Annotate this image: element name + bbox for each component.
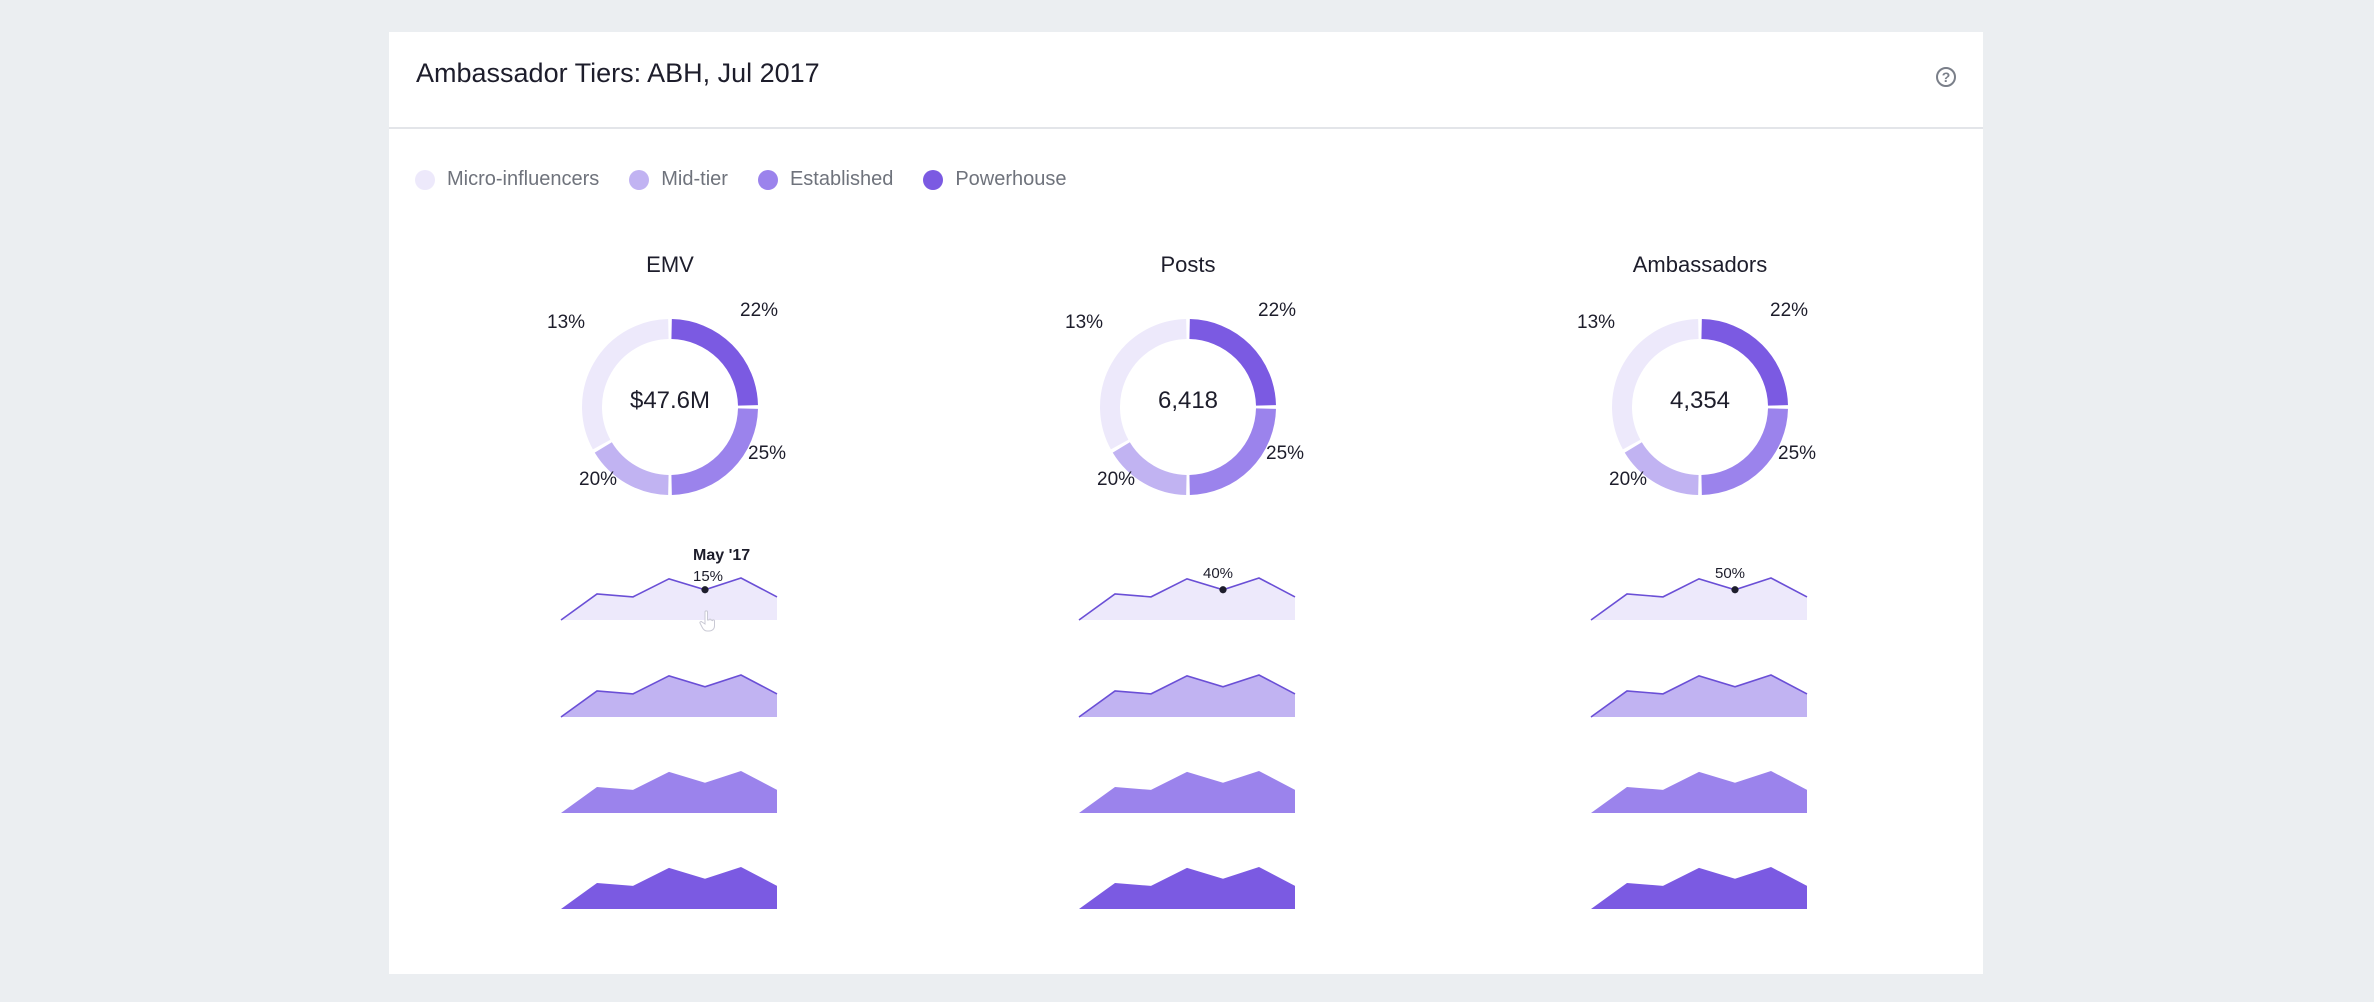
tier-legend: Micro-influencers Mid-tier Established P… bbox=[415, 168, 1067, 191]
donut-total-posts: 6,418 bbox=[1157, 387, 1219, 414]
donut-slice-powerhouse[interactable] bbox=[1189, 319, 1276, 406]
donut-label-micro-influencers: 13% bbox=[547, 312, 586, 333]
sparkline-posts-micro-influencers[interactable] bbox=[1077, 574, 1297, 624]
sparkline-line bbox=[1590, 577, 1808, 621]
card-title: Ambassador Tiers: ABH, Jul 2017 bbox=[416, 58, 820, 88]
legend-label: Mid-tier bbox=[661, 168, 728, 190]
donut-slice-established[interactable] bbox=[671, 408, 758, 495]
legend-label: Powerhouse bbox=[955, 168, 1067, 190]
legend-swatch bbox=[923, 169, 944, 190]
legend-label: Micro-influencers bbox=[447, 168, 600, 190]
sparkline-area bbox=[1079, 675, 1295, 717]
donut-chart-posts bbox=[1100, 319, 1276, 495]
sparkline-area bbox=[1591, 675, 1807, 717]
donut-label-established: 25% bbox=[1778, 443, 1817, 464]
donut-total-emv: $47.6M bbox=[629, 387, 711, 414]
tooltip-month: May '17 bbox=[693, 547, 751, 564]
donut-label-powerhouse: 22% bbox=[740, 300, 779, 321]
sparkline-line bbox=[560, 577, 778, 621]
donut-label-mid-tier: 20% bbox=[579, 469, 618, 490]
donut-label-mid-tier: 20% bbox=[1097, 469, 1136, 490]
donut-label-micro-influencers: 13% bbox=[1577, 312, 1616, 333]
sparkline-ambassadors-powerhouse[interactable] bbox=[1589, 863, 1809, 913]
donut-slice-micro-influencers[interactable] bbox=[1612, 319, 1699, 450]
donut-slice-established[interactable] bbox=[1189, 408, 1276, 495]
sparkline-area bbox=[1591, 867, 1807, 909]
sparkline-line bbox=[1078, 674, 1296, 718]
sparkline-ambassadors-mid-tier[interactable] bbox=[1589, 671, 1809, 721]
donut-slice-micro-influencers[interactable] bbox=[582, 319, 669, 450]
donut-label-established: 25% bbox=[748, 443, 787, 464]
sparkline-emv-powerhouse[interactable] bbox=[559, 863, 779, 913]
donut-chart-emv bbox=[582, 319, 758, 495]
donut-label-micro-influencers: 13% bbox=[1065, 312, 1104, 333]
sparkline-highlight-point[interactable] bbox=[701, 586, 709, 594]
ambassador-tiers-card: Ambassador Tiers: ABH, Jul 2017 ? Micro-… bbox=[389, 32, 1983, 974]
sparkline-line bbox=[1078, 577, 1296, 621]
legend-item-mid-tier[interactable]: Mid-tier bbox=[629, 168, 728, 191]
pointer-hand-icon bbox=[699, 610, 715, 632]
sparkline-ambassadors-established[interactable] bbox=[1589, 767, 1809, 817]
tooltip-value: 50% bbox=[1715, 565, 1746, 582]
donut-slice-powerhouse[interactable] bbox=[671, 319, 758, 406]
panel-title-posts: Posts bbox=[1160, 252, 1216, 277]
donut-slice-mid-tier[interactable] bbox=[1112, 441, 1187, 495]
sparkline-posts-established[interactable] bbox=[1077, 767, 1297, 817]
panel-title-ambassadors: Ambassadors bbox=[1632, 252, 1768, 277]
legend-item-micro-influencers[interactable]: Micro-influencers bbox=[415, 168, 599, 191]
sparkline-posts-mid-tier[interactable] bbox=[1077, 671, 1297, 721]
panel-title-emv: EMV bbox=[646, 252, 694, 277]
donut-label-powerhouse: 22% bbox=[1258, 300, 1297, 321]
tooltip-value: 40% bbox=[1203, 565, 1234, 582]
sparkline-area bbox=[561, 675, 777, 717]
legend-swatch bbox=[757, 169, 778, 190]
sparkline-area bbox=[1591, 578, 1807, 620]
sparkline-highlight-point[interactable] bbox=[1731, 586, 1739, 594]
donut-total-ambassadors: 4,354 bbox=[1669, 387, 1731, 414]
donut-chart-ambassadors bbox=[1612, 319, 1788, 495]
sparkline-highlight-point[interactable] bbox=[1219, 586, 1227, 594]
donut-label-established: 25% bbox=[1266, 443, 1305, 464]
legend-swatch bbox=[415, 169, 435, 190]
donut-slice-mid-tier[interactable] bbox=[1624, 441, 1699, 495]
sparkline-area bbox=[1079, 578, 1295, 620]
donut-label-mid-tier: 20% bbox=[1609, 469, 1648, 490]
tooltip-value: 15% bbox=[693, 568, 724, 585]
question-circle-icon[interactable]: ? bbox=[1936, 67, 1956, 87]
sparkline-area bbox=[561, 867, 777, 909]
legend-item-established[interactable]: Established bbox=[757, 168, 894, 191]
sparkline-area bbox=[1079, 771, 1295, 813]
donut-slice-powerhouse[interactable] bbox=[1701, 319, 1788, 406]
donut-slice-established[interactable] bbox=[1701, 408, 1788, 495]
sparkline-emv-mid-tier[interactable] bbox=[559, 671, 779, 721]
donut-slice-micro-influencers[interactable] bbox=[1100, 319, 1187, 450]
legend-item-powerhouse[interactable]: Powerhouse bbox=[923, 168, 1067, 191]
sparkline-line bbox=[1590, 674, 1808, 718]
sparkline-line bbox=[560, 674, 778, 718]
sparkline-area bbox=[1591, 771, 1807, 813]
sparkline-ambassadors-micro-influencers[interactable] bbox=[1589, 574, 1809, 624]
sparkline-posts-powerhouse[interactable] bbox=[1077, 863, 1297, 913]
sparkline-area bbox=[1079, 867, 1295, 909]
sparkline-emv-micro-influencers[interactable] bbox=[559, 574, 779, 624]
donut-slice-mid-tier[interactable] bbox=[594, 441, 669, 495]
donut-label-powerhouse: 22% bbox=[1770, 300, 1809, 321]
sparkline-area bbox=[561, 578, 777, 620]
card-header: Ambassador Tiers: ABH, Jul 2017 ? bbox=[389, 32, 1983, 129]
legend-label: Established bbox=[789, 168, 894, 190]
sparkline-emv-established[interactable] bbox=[559, 767, 779, 817]
sparkline-area bbox=[561, 771, 777, 813]
legend-swatch bbox=[629, 169, 650, 190]
